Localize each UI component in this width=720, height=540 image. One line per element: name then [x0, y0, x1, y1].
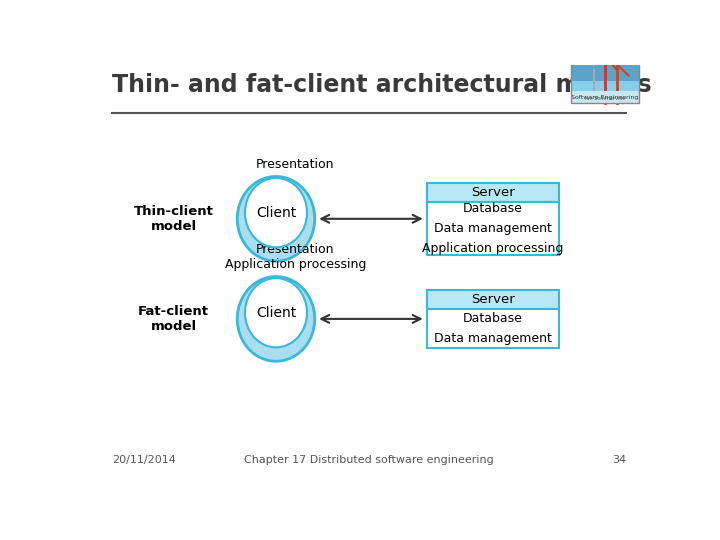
Text: Presentation
Application processing: Presentation Application processing [225, 243, 366, 271]
FancyBboxPatch shape [427, 183, 559, 202]
Text: 20/11/2014: 20/11/2014 [112, 455, 176, 465]
Text: Server: Server [471, 186, 515, 199]
Ellipse shape [238, 177, 315, 261]
Text: Database
Data management
Application processing: Database Data management Application pro… [423, 202, 564, 255]
Text: Software Engineering: Software Engineering [571, 94, 639, 100]
FancyBboxPatch shape [570, 48, 639, 64]
Text: Database
Data management: Database Data management [434, 312, 552, 345]
Text: Thin-client
model: Thin-client model [134, 205, 214, 233]
Ellipse shape [245, 178, 307, 247]
FancyBboxPatch shape [570, 91, 639, 103]
FancyBboxPatch shape [570, 81, 639, 103]
Text: 34: 34 [612, 455, 626, 465]
Text: Server: Server [471, 293, 515, 306]
Text: Chapter 17 Distributed software engineering: Chapter 17 Distributed software engineer… [244, 455, 494, 465]
Text: Thin- and fat-client architectural models: Thin- and fat-client architectural model… [112, 73, 652, 97]
Ellipse shape [238, 276, 315, 361]
Text: Client: Client [256, 206, 296, 220]
FancyBboxPatch shape [427, 202, 559, 254]
Text: Fat-client
model: Fat-client model [138, 305, 210, 333]
Text: Client: Client [256, 306, 296, 320]
Text: Presentation: Presentation [256, 158, 335, 171]
FancyBboxPatch shape [427, 290, 559, 309]
Text: Ian Sommerville: Ian Sommerville [585, 96, 625, 101]
FancyBboxPatch shape [570, 64, 639, 81]
FancyBboxPatch shape [427, 309, 559, 348]
Ellipse shape [245, 278, 307, 347]
